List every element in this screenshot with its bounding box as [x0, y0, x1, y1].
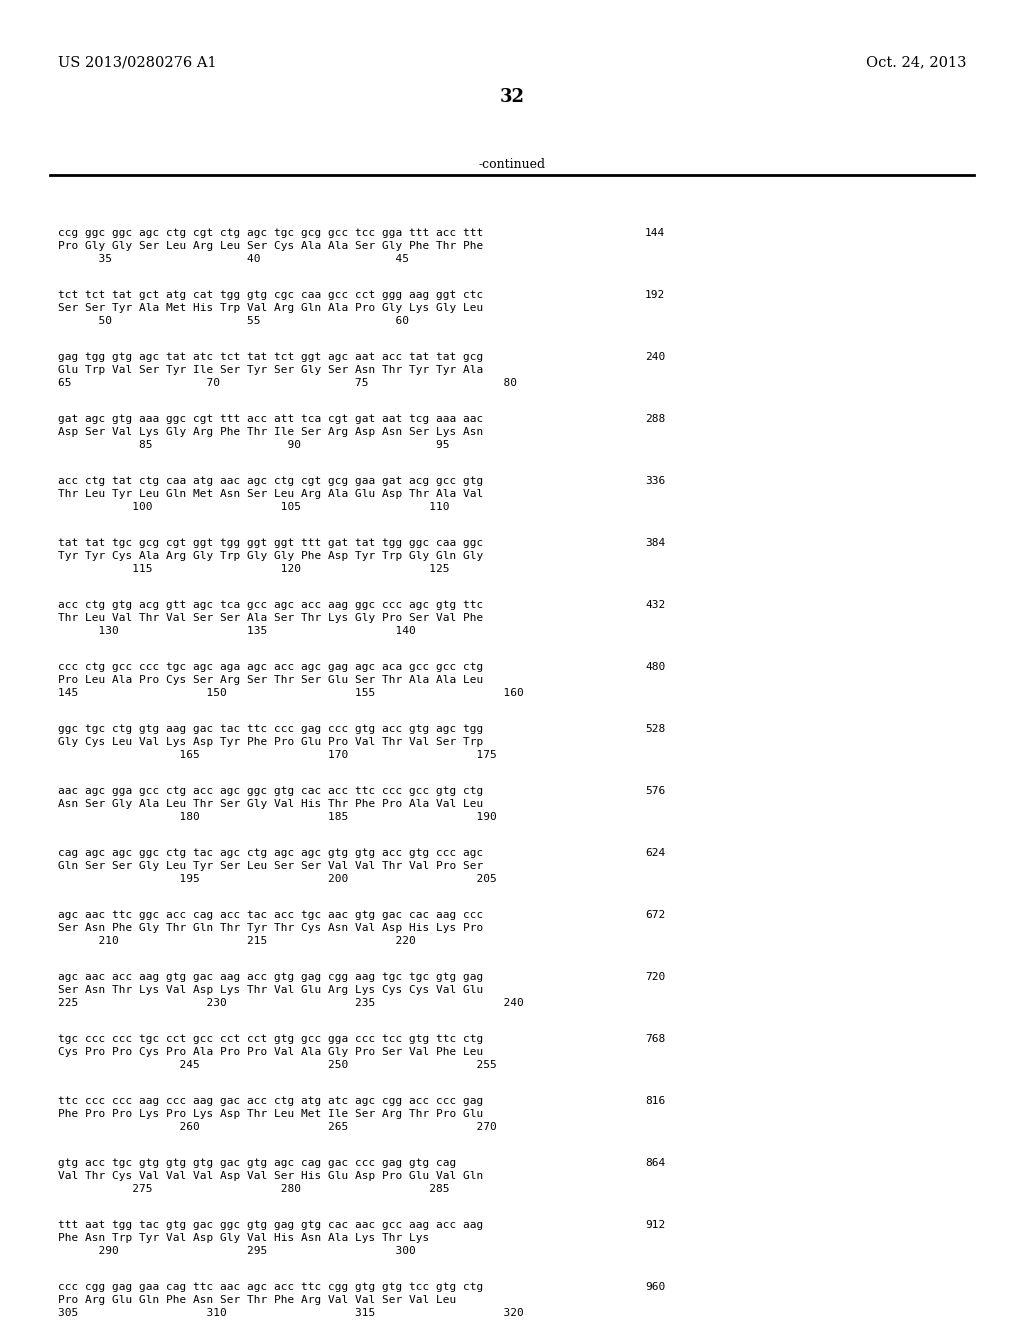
Text: 432: 432 [645, 601, 666, 610]
Text: 195                   200                   205: 195 200 205 [58, 874, 497, 884]
Text: acc ctg tat ctg caa atg aac agc ctg cgt gcg gaa gat acg gcc gtg: acc ctg tat ctg caa atg aac agc ctg cgt … [58, 477, 483, 486]
Text: ccc cgg gag gaa cag ttc aac agc acc ttc cgg gtg gtg tcc gtg ctg: ccc cgg gag gaa cag ttc aac agc acc ttc … [58, 1282, 483, 1292]
Text: 480: 480 [645, 663, 666, 672]
Text: ccc ctg gcc ccc tgc agc aga agc acc agc gag agc aca gcc gcc ctg: ccc ctg gcc ccc tgc agc aga agc acc agc … [58, 663, 483, 672]
Text: Asn Ser Gly Ala Leu Thr Ser Gly Val His Thr Phe Pro Ala Val Leu: Asn Ser Gly Ala Leu Thr Ser Gly Val His … [58, 799, 483, 809]
Text: gtg acc tgc gtg gtg gtg gac gtg agc cag gac ccc gag gtg cag: gtg acc tgc gtg gtg gtg gac gtg agc cag … [58, 1158, 457, 1168]
Text: gat agc gtg aaa ggc cgt ttt acc att tca cgt gat aat tcg aaa aac: gat agc gtg aaa ggc cgt ttt acc att tca … [58, 414, 483, 424]
Text: 115                   120                   125: 115 120 125 [58, 564, 450, 574]
Text: agc aac acc aag gtg gac aag acc gtg gag cgg aag tgc tgc gtg gag: agc aac acc aag gtg gac aag acc gtg gag … [58, 972, 483, 982]
Text: 32: 32 [500, 88, 524, 106]
Text: acc ctg gtg acg gtt agc tca gcc agc acc aag ggc ccc agc gtg ttc: acc ctg gtg acg gtt agc tca gcc agc acc … [58, 601, 483, 610]
Text: US 2013/0280276 A1: US 2013/0280276 A1 [58, 55, 217, 69]
Text: 576: 576 [645, 785, 666, 796]
Text: 192: 192 [645, 290, 666, 300]
Text: Cys Pro Pro Cys Pro Ala Pro Pro Val Ala Gly Pro Ser Val Phe Leu: Cys Pro Pro Cys Pro Ala Pro Pro Val Ala … [58, 1047, 483, 1057]
Text: ccg ggc ggc agc ctg cgt ctg agc tgc gcg gcc tcc gga ttt acc ttt: ccg ggc ggc agc ctg cgt ctg agc tgc gcg … [58, 228, 483, 238]
Text: 672: 672 [645, 909, 666, 920]
Text: 225                   230                   235                   240: 225 230 235 240 [58, 998, 523, 1008]
Text: 145                   150                   155                   160: 145 150 155 160 [58, 688, 523, 698]
Text: Asp Ser Val Lys Gly Arg Phe Thr Ile Ser Arg Asp Asn Ser Lys Asn: Asp Ser Val Lys Gly Arg Phe Thr Ile Ser … [58, 426, 483, 437]
Text: ttc ccc ccc aag ccc aag gac acc ctg atg atc agc cgg acc ccc gag: ttc ccc ccc aag ccc aag gac acc ctg atg … [58, 1096, 483, 1106]
Text: Phe Pro Pro Lys Pro Lys Asp Thr Leu Met Ile Ser Arg Thr Pro Glu: Phe Pro Pro Lys Pro Lys Asp Thr Leu Met … [58, 1109, 483, 1119]
Text: Pro Gly Gly Ser Leu Arg Leu Ser Cys Ala Ala Ser Gly Phe Thr Phe: Pro Gly Gly Ser Leu Arg Leu Ser Cys Ala … [58, 242, 483, 251]
Text: 85                    90                    95: 85 90 95 [58, 440, 450, 450]
Text: Phe Asn Trp Tyr Val Asp Gly Val His Asn Ala Lys Thr Lys: Phe Asn Trp Tyr Val Asp Gly Val His Asn … [58, 1233, 429, 1243]
Text: 245                   250                   255: 245 250 255 [58, 1060, 497, 1071]
Text: Val Thr Cys Val Val Val Asp Val Ser His Glu Asp Pro Glu Val Gln: Val Thr Cys Val Val Val Asp Val Ser His … [58, 1171, 483, 1181]
Text: 288: 288 [645, 414, 666, 424]
Text: Pro Leu Ala Pro Cys Ser Arg Ser Thr Ser Glu Ser Thr Ala Ala Leu: Pro Leu Ala Pro Cys Ser Arg Ser Thr Ser … [58, 675, 483, 685]
Text: 864: 864 [645, 1158, 666, 1168]
Text: 624: 624 [645, 847, 666, 858]
Text: 960: 960 [645, 1282, 666, 1292]
Text: Ser Asn Thr Lys Val Asp Lys Thr Val Glu Arg Lys Cys Cys Val Glu: Ser Asn Thr Lys Val Asp Lys Thr Val Glu … [58, 985, 483, 995]
Text: Oct. 24, 2013: Oct. 24, 2013 [865, 55, 966, 69]
Text: 144: 144 [645, 228, 666, 238]
Text: ggc tgc ctg gtg aag gac tac ttc ccc gag ccc gtg acc gtg agc tgg: ggc tgc ctg gtg aag gac tac ttc ccc gag … [58, 723, 483, 734]
Text: -continued: -continued [478, 158, 546, 172]
Text: Gly Cys Leu Val Lys Asp Tyr Phe Pro Glu Pro Val Thr Val Ser Trp: Gly Cys Leu Val Lys Asp Tyr Phe Pro Glu … [58, 737, 483, 747]
Text: Glu Trp Val Ser Tyr Ile Ser Tyr Ser Gly Ser Asn Thr Tyr Tyr Ala: Glu Trp Val Ser Tyr Ile Ser Tyr Ser Gly … [58, 366, 483, 375]
Text: gag tgg gtg agc tat atc tct tat tct ggt agc aat acc tat tat gcg: gag tgg gtg agc tat atc tct tat tct ggt … [58, 352, 483, 362]
Text: 130                   135                   140: 130 135 140 [58, 626, 416, 636]
Text: 65                    70                    75                    80: 65 70 75 80 [58, 378, 517, 388]
Text: 816: 816 [645, 1096, 666, 1106]
Text: Ser Ser Tyr Ala Met His Trp Val Arg Gln Ala Pro Gly Lys Gly Leu: Ser Ser Tyr Ala Met His Trp Val Arg Gln … [58, 304, 483, 313]
Text: 50                    55                    60: 50 55 60 [58, 315, 409, 326]
Text: 180                   185                   190: 180 185 190 [58, 812, 497, 822]
Text: 720: 720 [645, 972, 666, 982]
Text: cag agc agc ggc ctg tac agc ctg agc agc gtg gtg acc gtg ccc agc: cag agc agc ggc ctg tac agc ctg agc agc … [58, 847, 483, 858]
Text: tct tct tat gct atg cat tgg gtg cgc caa gcc cct ggg aag ggt ctc: tct tct tat gct atg cat tgg gtg cgc caa … [58, 290, 483, 300]
Text: Thr Leu Tyr Leu Gln Met Asn Ser Leu Arg Ala Glu Asp Thr Ala Val: Thr Leu Tyr Leu Gln Met Asn Ser Leu Arg … [58, 488, 483, 499]
Text: Tyr Tyr Cys Ala Arg Gly Trp Gly Gly Phe Asp Tyr Trp Gly Gln Gly: Tyr Tyr Cys Ala Arg Gly Trp Gly Gly Phe … [58, 550, 483, 561]
Text: Ser Asn Phe Gly Thr Gln Thr Tyr Thr Cys Asn Val Asp His Lys Pro: Ser Asn Phe Gly Thr Gln Thr Tyr Thr Cys … [58, 923, 483, 933]
Text: 35                    40                    45: 35 40 45 [58, 253, 409, 264]
Text: 275                   280                   285: 275 280 285 [58, 1184, 450, 1195]
Text: 240: 240 [645, 352, 666, 362]
Text: aac agc gga gcc ctg acc agc ggc gtg cac acc ttc ccc gcc gtg ctg: aac agc gga gcc ctg acc agc ggc gtg cac … [58, 785, 483, 796]
Text: 528: 528 [645, 723, 666, 734]
Text: tgc ccc ccc tgc cct gcc cct cct gtg gcc gga ccc tcc gtg ttc ctg: tgc ccc ccc tgc cct gcc cct cct gtg gcc … [58, 1034, 483, 1044]
Text: 165                   170                   175: 165 170 175 [58, 750, 497, 760]
Text: 260                   265                   270: 260 265 270 [58, 1122, 497, 1133]
Text: tat tat tgc gcg cgt ggt tgg ggt ggt ttt gat tat tgg ggc caa ggc: tat tat tgc gcg cgt ggt tgg ggt ggt ttt … [58, 539, 483, 548]
Text: ttt aat tgg tac gtg gac ggc gtg gag gtg cac aac gcc aag acc aag: ttt aat tgg tac gtg gac ggc gtg gag gtg … [58, 1220, 483, 1230]
Text: Thr Leu Val Thr Val Ser Ser Ala Ser Thr Lys Gly Pro Ser Val Phe: Thr Leu Val Thr Val Ser Ser Ala Ser Thr … [58, 612, 483, 623]
Text: 100                   105                   110: 100 105 110 [58, 502, 450, 512]
Text: 768: 768 [645, 1034, 666, 1044]
Text: 210                   215                   220: 210 215 220 [58, 936, 416, 946]
Text: Gln Ser Ser Gly Leu Tyr Ser Leu Ser Ser Val Val Thr Val Pro Ser: Gln Ser Ser Gly Leu Tyr Ser Leu Ser Ser … [58, 861, 483, 871]
Text: 384: 384 [645, 539, 666, 548]
Text: 305                   310                   315                   320: 305 310 315 320 [58, 1308, 523, 1317]
Text: 912: 912 [645, 1220, 666, 1230]
Text: Pro Arg Glu Gln Phe Asn Ser Thr Phe Arg Val Val Ser Val Leu: Pro Arg Glu Gln Phe Asn Ser Thr Phe Arg … [58, 1295, 457, 1305]
Text: 336: 336 [645, 477, 666, 486]
Text: 290                   295                   300: 290 295 300 [58, 1246, 416, 1257]
Text: agc aac ttc ggc acc cag acc tac acc tgc aac gtg gac cac aag ccc: agc aac ttc ggc acc cag acc tac acc tgc … [58, 909, 483, 920]
